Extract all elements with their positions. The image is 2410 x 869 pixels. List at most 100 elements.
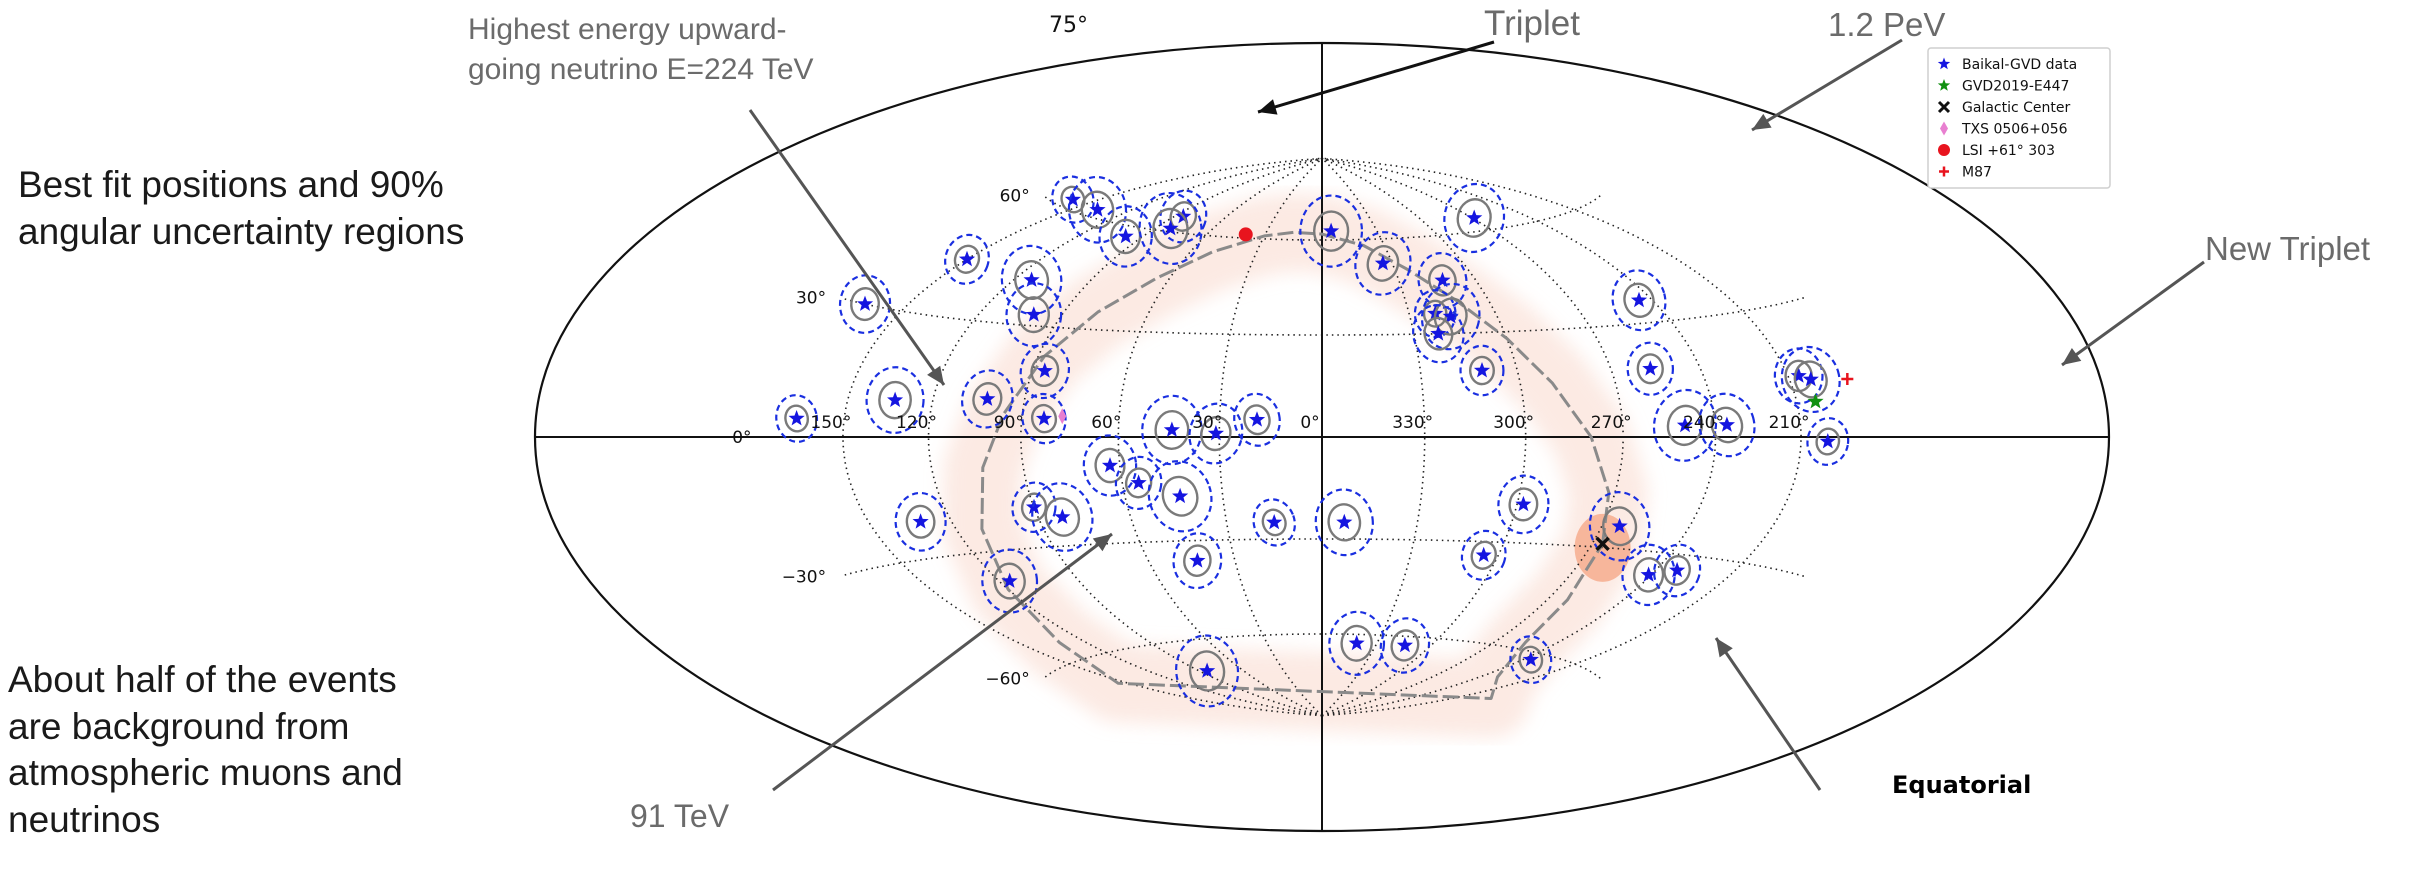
uncertainty-90-contour <box>1172 532 1223 590</box>
ra-tick-label: 210° <box>1769 413 1810 433</box>
galactic-plane-line <box>980 230 1611 700</box>
event-star <box>1054 508 1071 524</box>
uncertainty-90-contour <box>1019 342 1071 400</box>
callout-triplet: Triplet <box>1484 4 1580 43</box>
arrow-pev <box>1751 38 1903 132</box>
uncertainty-50-contour <box>1663 555 1691 586</box>
event-star <box>1266 514 1283 530</box>
legend-diamond <box>1940 121 1948 136</box>
event-group <box>944 233 990 285</box>
dec-tick-label: −30° <box>782 567 826 587</box>
uncertainty-90-contour <box>1412 304 1465 364</box>
uncertainty-50-contour <box>1666 404 1704 447</box>
uncertainty-90-contour <box>960 369 1014 429</box>
uncertainty-90-contour <box>865 366 925 435</box>
uncertainty-90-contour <box>1138 191 1203 266</box>
uncertainty-50-contour <box>1390 629 1420 662</box>
uncertainty-50-contour <box>1030 354 1060 388</box>
grid-meridian <box>1218 157 1323 717</box>
legend-label: M87 <box>1962 165 1992 181</box>
grid-meridian <box>842 157 1323 717</box>
event-group <box>1443 182 1506 254</box>
uncertainty-90-contour <box>1417 251 1468 309</box>
txs-0506-marker <box>1058 408 1067 425</box>
event-star <box>1611 517 1628 534</box>
uncertainty-50-contour <box>1636 353 1664 385</box>
grid-meridian <box>1321 157 1717 717</box>
uncertainty-90-contour <box>1252 498 1296 547</box>
arrow-new-triplet <box>2061 260 2205 367</box>
event-star <box>1025 306 1042 322</box>
sky-outline <box>533 41 2111 833</box>
dec-tick-label: 60° <box>1000 187 1030 207</box>
uncertainty-50-contour <box>1327 503 1362 542</box>
uncertainty-50-contour <box>1366 245 1400 282</box>
uncertainty-90-contour <box>1098 205 1153 268</box>
legend-star <box>1937 57 1951 70</box>
uncertainty-50-contour <box>1154 409 1190 451</box>
uncertainty-90-contour <box>1147 460 1213 533</box>
event-star <box>979 390 996 406</box>
uncertainty-50-contour <box>1422 299 1448 328</box>
grid-meridian <box>927 157 1323 717</box>
event-star <box>1374 254 1391 271</box>
event-group <box>1626 341 1674 396</box>
legend-label: GVD2019-E447 <box>1962 79 2069 95</box>
grid-meridian <box>1321 157 1426 717</box>
event-group <box>1379 617 1431 674</box>
uncertainty-50-contour <box>1017 296 1051 334</box>
event-group <box>960 369 1014 429</box>
event-group <box>1031 482 1094 552</box>
event-star <box>1473 362 1491 378</box>
frame-label: Equatorial <box>1892 771 2031 799</box>
event-star <box>1802 371 1819 387</box>
event-star <box>1101 457 1119 473</box>
event-star <box>1790 367 1807 383</box>
ra-tick-label: 240° <box>1683 413 1724 433</box>
event-star <box>857 295 874 311</box>
legend-label: Galactic Center <box>1962 100 2070 116</box>
uncertainty-50-contour <box>1633 557 1665 593</box>
uncertainty-50-contour <box>1623 282 1655 318</box>
uncertainty-50-contour <box>1200 415 1232 452</box>
uncertainty-90-contour <box>1379 617 1431 674</box>
event-group <box>1188 402 1244 465</box>
legend-label: LSI +61° 303 <box>1962 143 2055 159</box>
uncertainty-90-contour <box>1159 189 1208 244</box>
event-star <box>1718 416 1735 432</box>
event-star <box>958 250 976 267</box>
ra-tick-label: 150° <box>810 413 851 433</box>
background-note: About half of the events are background … <box>8 659 403 840</box>
arrow-galactic-center <box>1714 637 1822 791</box>
uncertainty-90-contour <box>1005 282 1063 348</box>
uncertainty-90-contour <box>1188 402 1244 465</box>
uncertainty-50-contour <box>1030 403 1058 434</box>
uncertainty-90-contour <box>1588 491 1651 562</box>
event-star <box>1036 362 1053 378</box>
event-group <box>1806 417 1850 466</box>
event-group <box>1497 474 1550 535</box>
uncertainty-50-contour <box>1518 645 1544 674</box>
callout-91-tev: 91 TeV <box>630 798 730 834</box>
event-star <box>1064 191 1081 207</box>
event-star <box>1336 513 1353 530</box>
uncertainty-50-contour <box>1183 544 1212 577</box>
uncertainty-50-contour <box>1602 506 1638 547</box>
uncertainty-50-contour <box>1815 427 1841 456</box>
event-star <box>1163 421 1180 437</box>
uncertainty-50-contour <box>850 287 880 322</box>
event-group <box>1328 610 1386 676</box>
arrow-new-triplet-head <box>2062 348 2082 365</box>
event-group <box>1159 189 1208 244</box>
legend-box <box>1927 47 2111 189</box>
lsi-61-303-marker <box>1238 227 1253 242</box>
ra-tick-label: 120° <box>896 413 937 433</box>
uncertainty-50-contour <box>905 504 936 539</box>
event-star <box>1323 222 1340 238</box>
arrow-91-tev-head <box>1092 534 1112 552</box>
uncertainty-90-contour <box>1114 455 1163 511</box>
event-group <box>1354 231 1412 296</box>
galactic-center-marker <box>1595 536 1610 552</box>
event-group <box>1611 269 1667 332</box>
